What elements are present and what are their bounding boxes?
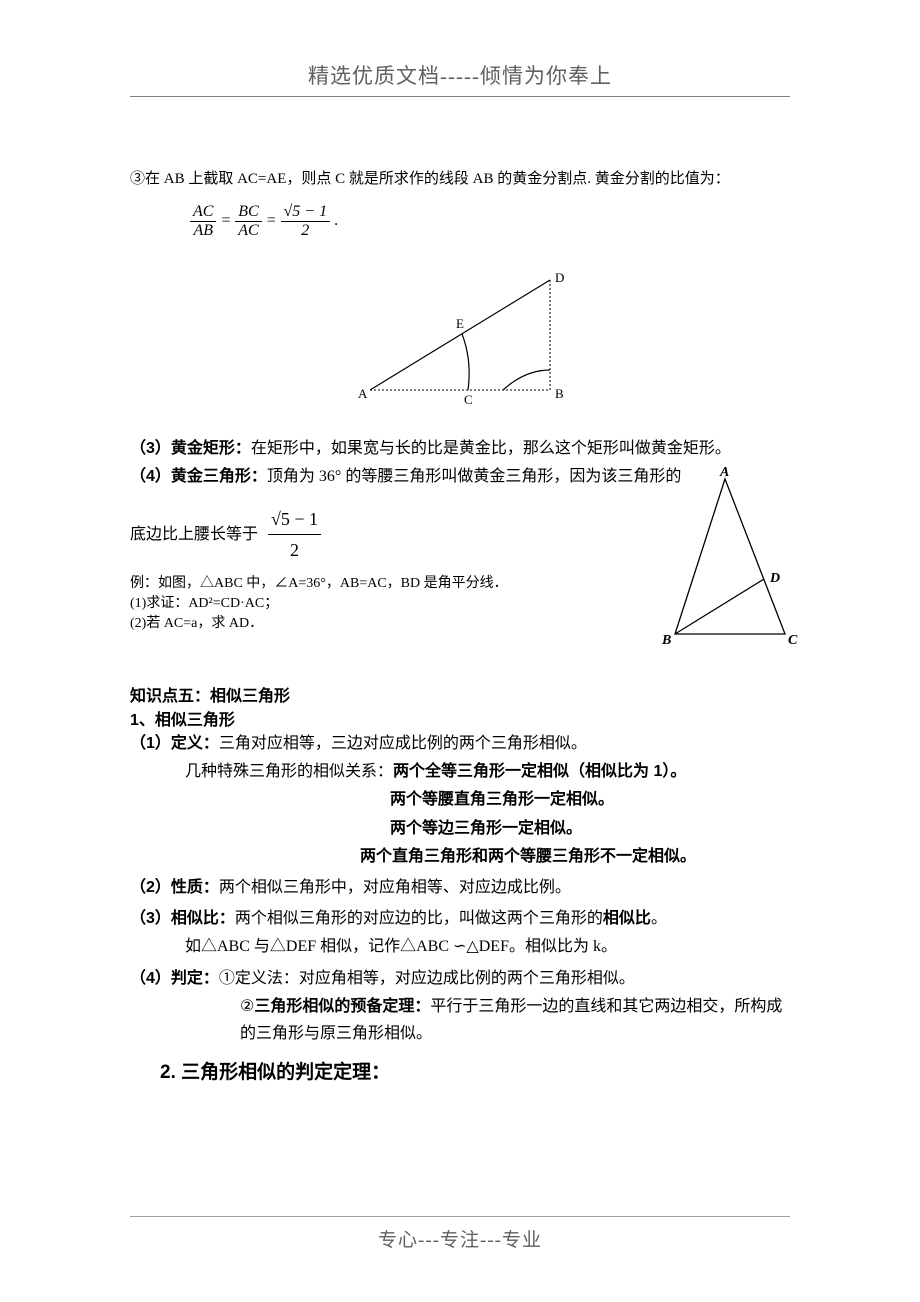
- p3-sub: 如△ABC 与△DEF 相似，记作△ABC ∽△DEF。相似比为 k。: [185, 933, 790, 960]
- p4-text1: ①定义法：对应角相等，对应边成比例的两个三角形相似。: [219, 970, 635, 987]
- footer-rule: [130, 1216, 790, 1217]
- kp5-sub1: 1、相似三角形: [130, 706, 790, 730]
- tri-label-D: D: [769, 571, 780, 586]
- page-header: 精选优质文档-----倾情为你奉上: [130, 60, 790, 90]
- frac-sqrt5: √5 − 1 2: [281, 203, 331, 240]
- p1-b2: 两个等腰直角三角形一定相似。: [390, 786, 790, 813]
- point4-text-b: 的等腰三角形叫做黄金三角形，因为该三角形的: [341, 468, 681, 485]
- kp5-title: 知识点五：相似三角形: [130, 682, 790, 706]
- point3-text: 在矩形中，如果宽与长的比是黄金比，那么这个矩形叫做黄金矩形。: [251, 440, 731, 457]
- frac-bc-ac: BC AC: [235, 203, 261, 240]
- example-block: 底边比上腰长等于 √5 − 1 2 例：如图，△ABC 中，∠A=36°，AB=…: [130, 504, 790, 632]
- equals-2: =: [266, 212, 281, 229]
- label-C: C: [464, 392, 473, 407]
- formula2: √5 − 1 2: [268, 504, 321, 566]
- p4-2a: ②: [240, 998, 254, 1015]
- document-page: 精选优质文档-----倾情为你奉上 ③在 AB 上截取 AC=AE，则点 C 就…: [0, 0, 920, 1124]
- point3-label: （3）黄金矩形：: [130, 440, 251, 457]
- kp5-p3: （3）相似比：两个相似三角形的对应边的比，叫做这两个三角形的相似比。: [130, 905, 790, 932]
- p1-b3: 两个等边三角形一定相似。: [390, 815, 790, 842]
- p1-b1: 两个全等三角形一定相似（相似比为 1）。: [393, 763, 686, 780]
- point4-label: （4）黄金三角形：: [130, 468, 267, 485]
- kp5-p4: （4）判定：①定义法：对应角相等，对应边成比例的两个三角形相似。: [130, 965, 790, 992]
- figure-triangle-abc: A B C D: [650, 464, 800, 654]
- p3-text: 两个相似三角形的对应边的比，叫做这两个三角形的: [235, 910, 603, 927]
- tri-label-C: C: [788, 633, 798, 648]
- p3-label: （3）相似比：: [130, 910, 235, 927]
- kp5-p2: （2）性质：两个相似三角形中，对应角相等、对应边成比例。: [130, 874, 790, 901]
- frac-ac-ab: AC AB: [190, 203, 216, 240]
- header-rule: [130, 96, 790, 97]
- p4-2b: 三角形相似的预备定理：: [254, 998, 430, 1015]
- point4-text-a: 顶角为 36: [267, 468, 335, 485]
- point4-text-c: 底边比上腰长等于: [130, 526, 258, 543]
- kp5-p1: （1）定义：三角对应相等，三边对应成比例的两个三角形相似。: [130, 730, 790, 757]
- tri-label-A: A: [719, 465, 729, 480]
- formula-period: .: [334, 212, 338, 229]
- label-A: A: [358, 386, 368, 401]
- p3-bold: 相似比: [603, 910, 651, 927]
- p1-text: 三角对应相等，三边对应成比例的两个三角形相似。: [219, 735, 587, 752]
- p1-label: （1）定义：: [130, 735, 219, 752]
- intro-line: ③在 AB 上截取 AC=AE，则点 C 就是所求作的线段 AB 的黄金分割点.…: [130, 167, 790, 193]
- equals-1: =: [220, 212, 235, 229]
- kp5-p4-line2: ②三角形相似的预备定理：平行于三角形一边的直线和其它两边相交，所构成的三角形与原…: [240, 993, 790, 1047]
- kp5-h2: 2. 三角形相似的判定定理：: [160, 1057, 790, 1084]
- p2-text: 两个相似三角形中，对应角相等、对应边成比例。: [219, 879, 571, 896]
- kp5-p1-sub: 几种特殊三角形的相似关系：两个全等三角形一定相似（相似比为 1）。: [185, 758, 790, 785]
- point-3: （3）黄金矩形：在矩形中，如果宽与长的比是黄金比，那么这个矩形叫做黄金矩形。: [130, 435, 790, 462]
- p2-label: （2）性质：: [130, 879, 219, 896]
- p3-tail: 。: [651, 910, 667, 927]
- page-footer: 专心---专注---专业: [0, 1225, 920, 1252]
- label-D: D: [555, 270, 564, 285]
- p1-sub-text: 几种特殊三角形的相似关系：: [185, 763, 393, 780]
- figure-golden-construction: A B C D E: [130, 270, 790, 415]
- golden-construction-svg: A B C D E: [350, 270, 570, 410]
- p4-label: （4）判定：: [130, 970, 219, 987]
- triangle-abc-svg: A B C D: [650, 464, 800, 649]
- label-B: B: [555, 386, 564, 401]
- label-E: E: [456, 316, 464, 331]
- tri-label-B: B: [661, 633, 671, 648]
- golden-ratio-formula: AC AB = BC AC = √5 − 1 2 .: [190, 203, 790, 240]
- p1-b4: 两个直角三角形和两个等腰三角形不一定相似。: [360, 843, 790, 870]
